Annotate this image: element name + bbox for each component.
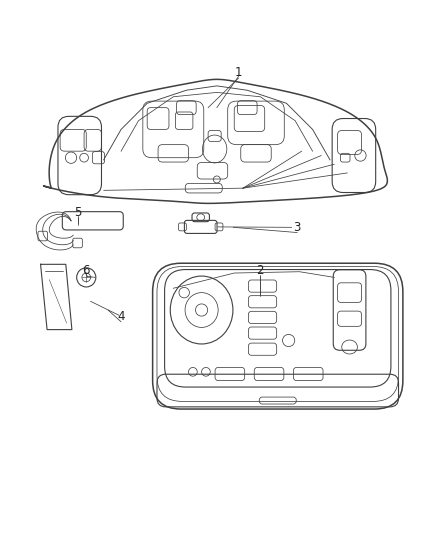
Text: 3: 3 <box>293 221 301 234</box>
Text: 1: 1 <box>235 66 242 79</box>
Text: 4: 4 <box>117 310 125 323</box>
Text: 2: 2 <box>257 264 264 277</box>
Text: 6: 6 <box>82 264 90 277</box>
Text: 5: 5 <box>74 206 81 219</box>
